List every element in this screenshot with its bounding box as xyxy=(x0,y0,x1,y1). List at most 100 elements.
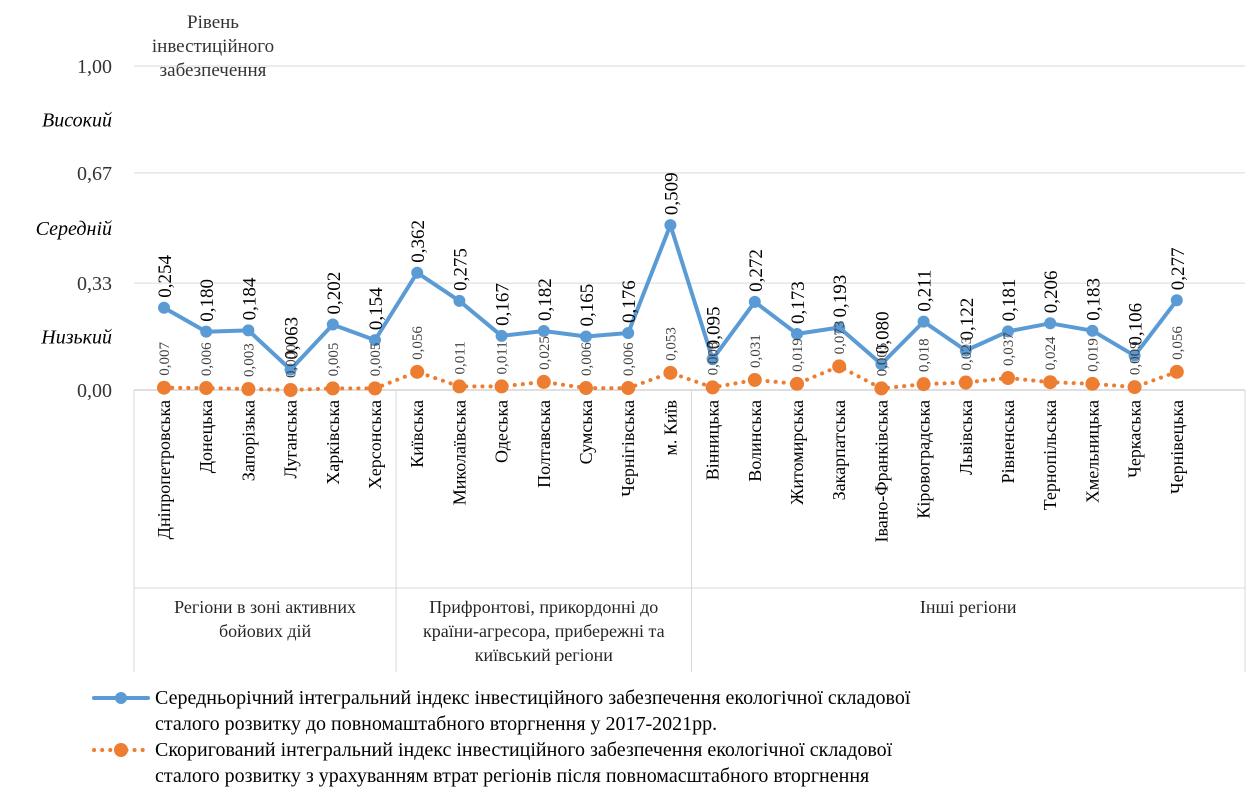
category-label: Київська xyxy=(407,400,427,468)
axes: 1,00 0,67 0,33 0,00 Високий Середній Низький Рі… xyxy=(36,12,1187,665)
data-label: 0,106 xyxy=(1126,303,1147,346)
data-label: 0,206 xyxy=(1041,271,1062,314)
data-label: 0,173 xyxy=(788,281,809,324)
data-label: 0,023 xyxy=(959,337,975,371)
data-label: 0,211 xyxy=(915,270,936,312)
data-point xyxy=(157,380,171,395)
data-label: 0,000 xyxy=(284,344,300,378)
data-label: 0,165 xyxy=(577,284,598,327)
category-label: Вінницька xyxy=(703,400,723,480)
data-label: 0,277 xyxy=(1168,248,1189,291)
data-point xyxy=(325,381,340,396)
category-label: Херсонська xyxy=(365,400,385,489)
category-label: Чернігівська xyxy=(618,400,638,497)
y-tick-label: 0,67 xyxy=(77,163,112,185)
category-label: Чернівецька xyxy=(1167,400,1187,494)
data-point xyxy=(958,375,973,390)
data-label: 0,011 xyxy=(452,341,468,374)
data-point xyxy=(369,334,381,347)
data-label: 0,154 xyxy=(366,287,387,330)
data-point xyxy=(494,379,509,394)
group-label: київський регіони xyxy=(475,645,613,665)
data-label: 0,193 xyxy=(830,275,851,318)
data-point xyxy=(411,266,424,279)
y-tick-label: 1,00 xyxy=(77,56,112,78)
data-label: 0,202 xyxy=(324,272,345,315)
data-label: 0,011 xyxy=(495,341,511,374)
data-label: 0,180 xyxy=(197,279,218,322)
category-label: Запорізька xyxy=(238,400,258,481)
y-level-label: Високий xyxy=(42,109,112,131)
data-point xyxy=(1128,349,1141,362)
group-label: Прифронтові, прикордонні до xyxy=(429,597,658,617)
legend-label: сталого розвитку до повномаштабного втор… xyxy=(155,713,717,735)
data-point xyxy=(242,324,255,337)
data-point xyxy=(1002,325,1014,338)
data-point xyxy=(663,365,678,380)
data-point xyxy=(452,379,467,394)
data-point xyxy=(705,380,720,395)
data-point xyxy=(537,325,550,338)
data-point xyxy=(536,374,551,389)
data-label: 0,056 xyxy=(1170,326,1186,360)
data-point xyxy=(326,318,339,331)
data-label: 0,005 xyxy=(368,343,384,377)
legend-label: Середньорічний інтегральний індекс інвес… xyxy=(155,687,911,709)
data-point xyxy=(158,301,170,314)
data-point xyxy=(959,344,972,357)
data-label: 0,182 xyxy=(535,278,556,321)
category-label: Івано-Франківська xyxy=(871,400,891,543)
data-label: 0,037 xyxy=(1001,332,1017,366)
data-point xyxy=(1085,376,1100,391)
category-label: Черкаська xyxy=(1125,400,1145,478)
data-label: 0,005 xyxy=(874,343,890,377)
data-point xyxy=(874,381,889,396)
group-label: Регіони в зоні активних xyxy=(174,597,356,617)
data-point xyxy=(875,358,888,371)
data-label: 0,184 xyxy=(239,277,260,320)
data-label: 0,003 xyxy=(241,343,257,377)
data-point xyxy=(706,353,719,366)
data-point xyxy=(1001,371,1015,386)
data-label: 0,275 xyxy=(450,248,471,291)
y-axis-title: забезпечення xyxy=(160,60,267,81)
legend-swatch-marker xyxy=(114,743,128,757)
category-label: Закарпатська xyxy=(829,400,849,500)
data-label: 0,006 xyxy=(199,342,215,376)
category-label: Тернопільська xyxy=(1040,400,1060,510)
data-point xyxy=(832,359,847,374)
category-label: Харківська xyxy=(323,400,343,485)
data-point xyxy=(747,372,762,387)
data-label: 0,362 xyxy=(408,220,429,263)
category-label: Кіровоградська xyxy=(914,400,934,519)
data-label: 0,272 xyxy=(746,249,767,292)
data-point xyxy=(1044,317,1057,330)
data-point xyxy=(368,381,382,396)
category-label: Рівненська xyxy=(998,400,1018,483)
y-level-label: Середній xyxy=(36,218,112,240)
data-label: 0,031 xyxy=(748,334,764,368)
data-label: 0,007 xyxy=(157,341,173,375)
category-label: Хмельницька xyxy=(1082,400,1102,503)
data-labels: 0,254 0,180 0,184 0,063 0,202 0,154 0,362 0,275… xyxy=(155,172,1189,378)
data-point xyxy=(791,327,803,340)
data-point xyxy=(833,321,846,334)
data-label: 0,006 xyxy=(621,342,637,376)
data-label: 0,080 xyxy=(872,311,893,354)
data-point xyxy=(664,219,677,232)
data-label: 0,009 xyxy=(1128,341,1144,375)
y-tick-label: 0,33 xyxy=(77,273,112,295)
data-point xyxy=(1043,375,1058,390)
category-label: Полтавська xyxy=(534,400,554,488)
data-point xyxy=(1086,324,1099,337)
data-point xyxy=(1170,294,1183,307)
data-label: 0,019 xyxy=(1085,338,1101,372)
data-point xyxy=(580,330,592,343)
y-level-label: Низький xyxy=(40,327,112,349)
category-label: Житомирська xyxy=(787,400,807,505)
category-label: Одеська xyxy=(492,400,512,463)
category-label: Донецька xyxy=(196,400,216,473)
data-point xyxy=(495,329,508,342)
legend: Середньорічний інтегральний індекс інвес… xyxy=(92,687,911,787)
data-label: 0,018 xyxy=(917,338,933,372)
